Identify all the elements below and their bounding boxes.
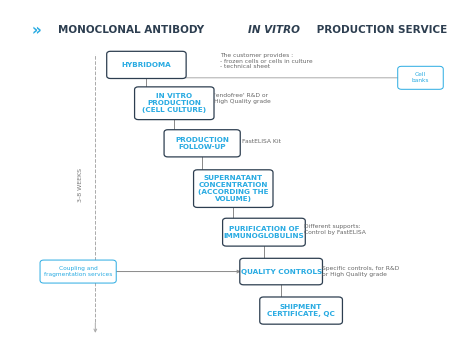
FancyBboxPatch shape bbox=[398, 66, 443, 89]
FancyBboxPatch shape bbox=[107, 51, 186, 78]
Text: Cell
banks: Cell banks bbox=[412, 72, 429, 83]
Text: 3-8 WEEKS: 3-8 WEEKS bbox=[78, 168, 83, 202]
Text: QUALITY CONTROLS: QUALITY CONTROLS bbox=[240, 269, 322, 274]
Text: Specific controls, for R&D
or High Quality grade: Specific controls, for R&D or High Quali… bbox=[321, 266, 399, 277]
Text: FastELISA Kit: FastELISA Kit bbox=[242, 139, 281, 144]
FancyBboxPatch shape bbox=[260, 297, 342, 324]
Text: PRODUCTION SERVICE: PRODUCTION SERVICE bbox=[313, 25, 447, 36]
Text: Different supports:
Control by FastELISA: Different supports: Control by FastELISA bbox=[304, 224, 366, 235]
Text: Coupling and
fragmentation services: Coupling and fragmentation services bbox=[44, 266, 112, 277]
Text: IN VITRO
PRODUCTION
(CELL CULTURE): IN VITRO PRODUCTION (CELL CULTURE) bbox=[142, 93, 206, 113]
Text: MONOCLONAL ANTIBODY: MONOCLONAL ANTIBODY bbox=[58, 25, 208, 36]
FancyBboxPatch shape bbox=[223, 218, 305, 246]
Text: PURIFICATION OF
IMMUNOGLOBULINS: PURIFICATION OF IMMUNOGLOBULINS bbox=[224, 226, 304, 239]
Text: PRODUCTION
FOLLOW-UP: PRODUCTION FOLLOW-UP bbox=[175, 137, 229, 150]
Text: HYBRIDOMA: HYBRIDOMA bbox=[121, 62, 171, 68]
FancyBboxPatch shape bbox=[135, 87, 214, 120]
Text: SHIPMENT
CERTIFICATE, QC: SHIPMENT CERTIFICATE, QC bbox=[267, 304, 335, 317]
Text: »: » bbox=[32, 23, 41, 38]
FancyBboxPatch shape bbox=[240, 258, 322, 285]
Text: 'endofree' R&D or
High Quality grade: 'endofree' R&D or High Quality grade bbox=[214, 93, 271, 104]
Text: SUPERNATANT
CONCENTRATION
(ACCORDING THE
VOLUME): SUPERNATANT CONCENTRATION (ACCORDING THE… bbox=[198, 175, 269, 202]
FancyBboxPatch shape bbox=[40, 260, 116, 283]
FancyBboxPatch shape bbox=[193, 170, 273, 207]
Text: The customer provides :
- frozen cells or cells in culture
- technical sheet: The customer provides : - frozen cells o… bbox=[220, 53, 312, 69]
FancyBboxPatch shape bbox=[164, 130, 240, 157]
Text: IN VITRO: IN VITRO bbox=[247, 25, 300, 36]
